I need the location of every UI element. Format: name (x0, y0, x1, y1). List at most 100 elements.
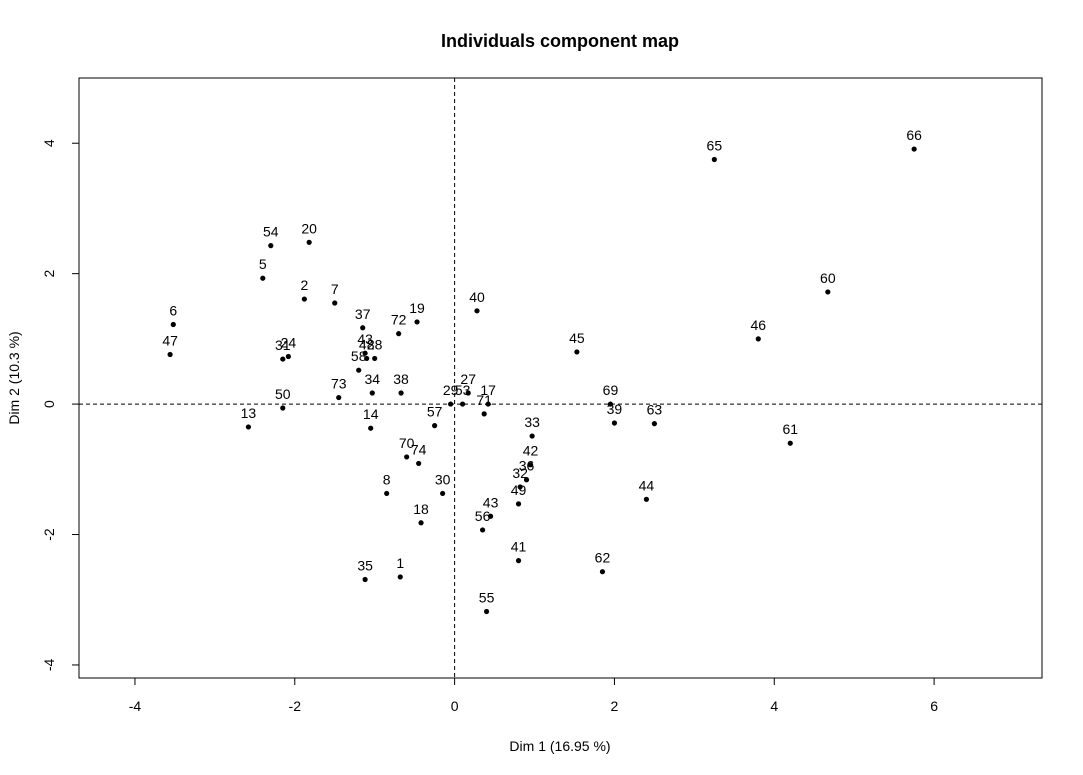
point-69 (607, 401, 614, 407)
point-44 (643, 496, 650, 502)
point-56 (479, 527, 486, 533)
y-axis: -4 -2 0 2 4 (41, 139, 79, 671)
point-24 (285, 353, 291, 360)
x-tick-label: 4 (770, 698, 778, 714)
point-label-73: 73 (331, 376, 347, 392)
point-1 (397, 574, 403, 580)
x-tick-label: -2 (289, 698, 302, 714)
point-label-57: 57 (427, 404, 443, 420)
point-label-20: 20 (301, 220, 317, 236)
point-label-45: 45 (569, 330, 585, 346)
point-17 (485, 401, 491, 407)
point-73 (336, 394, 342, 401)
point-label-5: 5 (259, 256, 267, 272)
point-58 (356, 367, 362, 373)
point-label-44: 44 (639, 477, 655, 493)
y-tick-label: -2 (41, 528, 57, 541)
point-label-47: 47 (162, 333, 178, 349)
point-71 (481, 411, 487, 417)
point-label-63: 63 (647, 402, 663, 418)
point-55 (483, 608, 490, 615)
point-label-6: 6 (169, 303, 177, 319)
reference-lines (79, 78, 1042, 678)
point-label-38: 38 (393, 371, 409, 387)
point-54 (268, 243, 274, 249)
point-label-40: 40 (469, 289, 485, 305)
point-53 (460, 401, 466, 407)
point-label-18: 18 (413, 501, 429, 517)
point-2 (301, 296, 307, 302)
x-axis-label: Dim 1 (16.95 %) (509, 738, 610, 754)
x-tick-label: 6 (930, 698, 938, 714)
point-label-43: 43 (483, 494, 499, 510)
point-label-55: 55 (479, 589, 495, 605)
point-40 (474, 308, 480, 314)
point-18 (418, 520, 424, 526)
y-tick-label: 0 (41, 400, 57, 408)
point-47 (167, 351, 173, 358)
x-tick-label: -4 (129, 698, 142, 714)
point-label-70: 70 (399, 435, 415, 451)
point-label-2: 2 (300, 277, 308, 293)
point-label-66: 66 (906, 127, 922, 143)
point-label-32: 32 (512, 465, 528, 481)
point-label-69: 69 (603, 382, 619, 398)
point-62 (599, 569, 606, 575)
plot-frame (78, 77, 1043, 679)
point-6 (170, 321, 176, 328)
point-label-71: 71 (476, 392, 492, 408)
point-57 (432, 423, 438, 429)
point-63 (651, 421, 658, 427)
point-label-29: 29 (443, 382, 459, 398)
point-49 (515, 501, 522, 507)
point-label-49: 49 (511, 482, 527, 498)
point-14 (368, 425, 374, 431)
y-tick-label: 2 (41, 270, 57, 278)
point-35 (362, 576, 368, 583)
point-34 (369, 390, 375, 396)
point-74 (416, 460, 422, 467)
point-label-43: 43 (357, 331, 373, 347)
point-37 (360, 325, 366, 331)
x-tick-label: 0 (451, 698, 459, 714)
point-label-13: 13 (241, 405, 257, 421)
point-33 (529, 433, 535, 439)
point-30 (440, 490, 446, 497)
point-label-72: 72 (391, 312, 407, 328)
point-8 (384, 490, 390, 497)
point-43 (487, 513, 494, 519)
point-label-36: 36 (519, 458, 535, 474)
point-label-74: 74 (411, 441, 427, 457)
point-42 (527, 462, 534, 468)
point-label-24: 24 (281, 334, 297, 350)
point-65 (711, 156, 717, 163)
point-label-33: 33 (524, 414, 540, 430)
point-label-35: 35 (357, 558, 373, 574)
point-label-50: 50 (275, 386, 291, 402)
point-label-56: 56 (475, 508, 491, 524)
point-label-39: 39 (607, 401, 623, 417)
point-label-7: 7 (331, 281, 339, 297)
point-label-1: 1 (396, 555, 404, 571)
y-axis-label: Dim 2 (10.3 %) (6, 331, 22, 424)
point-19 (414, 319, 420, 325)
point-7 (332, 300, 338, 306)
point-label-28: 28 (367, 336, 383, 352)
point-label-17: 17 (480, 382, 496, 398)
point-72 (396, 331, 402, 337)
point-50 (280, 405, 286, 411)
point-45 (574, 349, 580, 355)
point-label-42: 42 (523, 443, 539, 459)
point-label-30: 30 (435, 471, 451, 487)
point-20 (306, 239, 312, 245)
point-28 (372, 355, 378, 362)
point-32 (517, 484, 523, 490)
point-48 (364, 355, 370, 362)
point-label-60: 60 (820, 270, 836, 286)
point-46 (755, 336, 761, 342)
point-39 (611, 420, 618, 426)
point-61 (787, 440, 793, 446)
point-38 (398, 390, 404, 396)
